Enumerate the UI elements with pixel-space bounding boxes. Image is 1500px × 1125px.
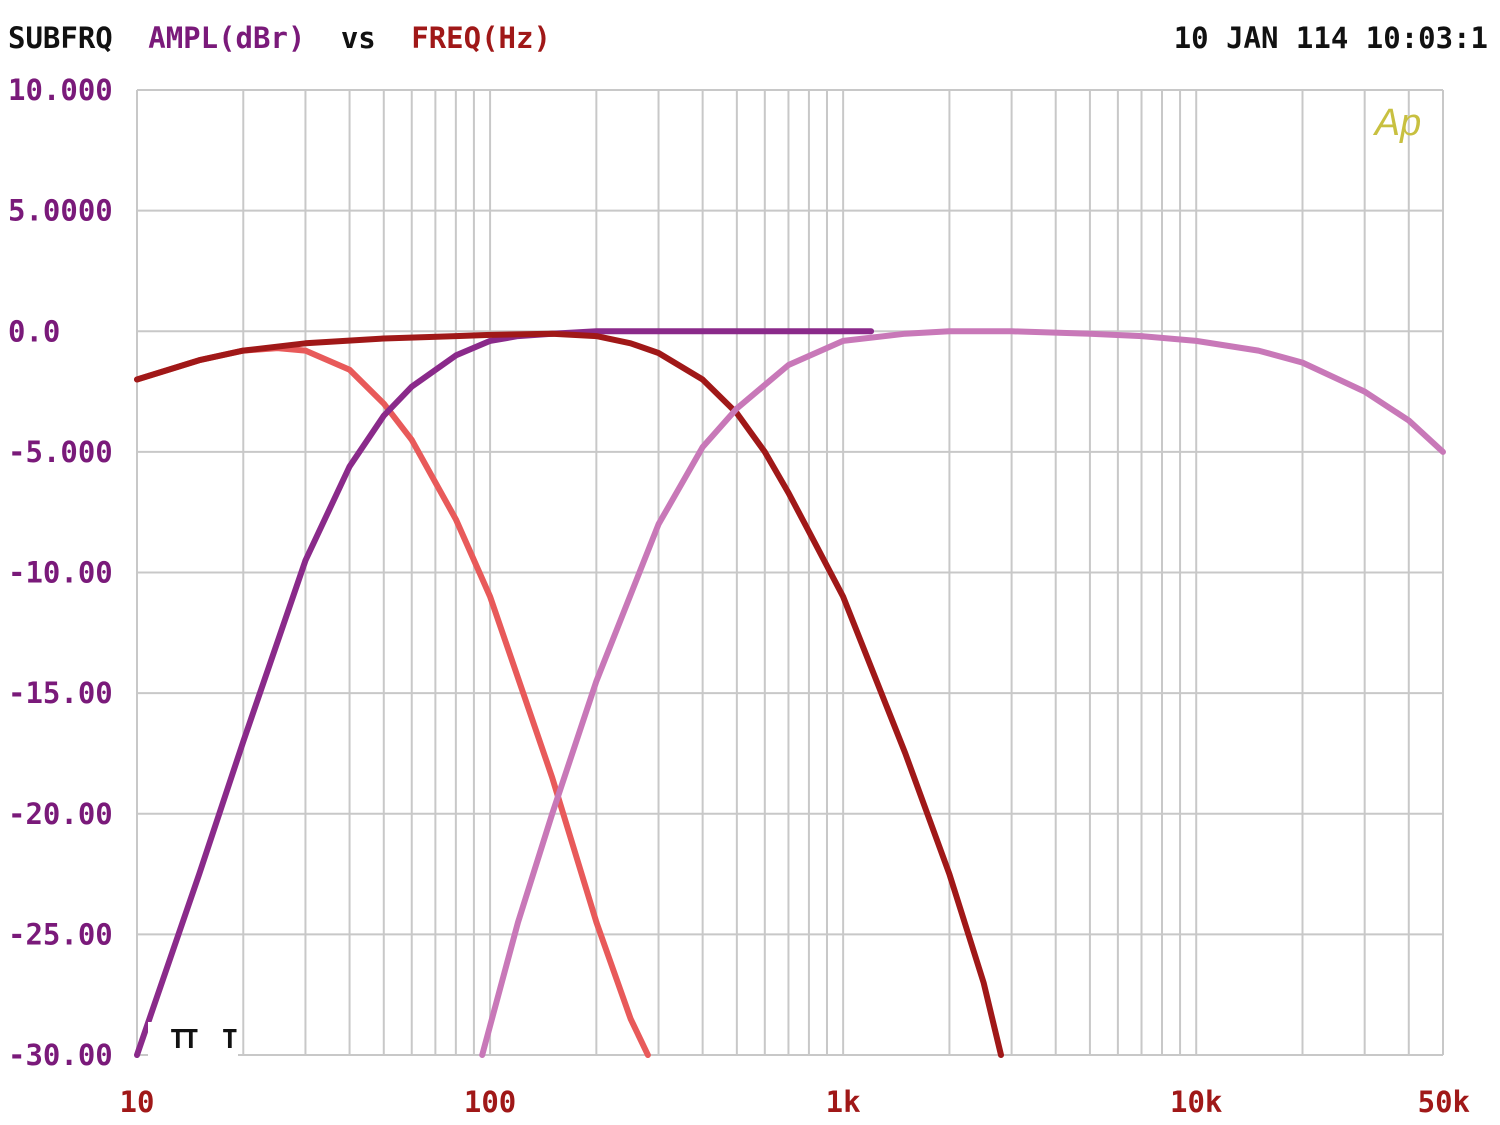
y-tick-label: -30.00: [8, 1038, 113, 1072]
x-tick-label: 50k: [1418, 1085, 1470, 1119]
series-group: [134, 328, 1446, 1058]
header-line: SUBFRQ AMPL(dBr) vs FREQ(Hz): [8, 21, 551, 55]
trigger-marker-3: T: [222, 1025, 238, 1055]
y-tick-label: -15.00: [8, 676, 113, 710]
x-measure-label: FREQ(Hz): [411, 21, 551, 55]
series-line-2: [134, 328, 875, 1058]
timestamp: 10 JAN 114 10:03:1: [1174, 21, 1488, 55]
y-tick-label: -10.00: [8, 556, 113, 590]
series-line-4: [479, 328, 1446, 1058]
x-tick-label: 100: [464, 1085, 516, 1119]
x-tick-label: 10: [120, 1085, 155, 1119]
y-tick-label: 0.0: [8, 314, 60, 348]
program-name: SUBFRQ: [8, 21, 113, 55]
y-measure-label: AMPL(dBr): [148, 21, 305, 55]
y-tick-label: -25.00: [8, 917, 113, 951]
vs-label: vs: [341, 21, 376, 55]
y-axis-tick-labels: 10.000 5.0000 0.0 -5.000 -10.00 -15.00 -20.00 -…: [8, 73, 113, 1072]
grid: [136, 89, 1444, 1056]
trigger-marker-1: T: [170, 1025, 186, 1055]
y-tick-label: 5.0000: [8, 194, 113, 228]
trigger-marker-2: T: [183, 1025, 199, 1055]
series-line-3: [134, 330, 1004, 1058]
trigger-markers: T T T: [148, 1022, 238, 1056]
y-tick-label: -5.000: [8, 435, 113, 469]
ap-logo: Ap: [1373, 102, 1421, 144]
x-tick-label: 10k: [1170, 1085, 1222, 1119]
x-axis-tick-labels: 10 100 1k 10k 50k: [120, 1085, 1470, 1119]
marker-backdrop: [148, 1022, 238, 1056]
x-tick-label: 1k: [826, 1085, 861, 1119]
y-tick-label: 10.000: [8, 73, 113, 107]
y-tick-label: -20.00: [8, 797, 113, 831]
